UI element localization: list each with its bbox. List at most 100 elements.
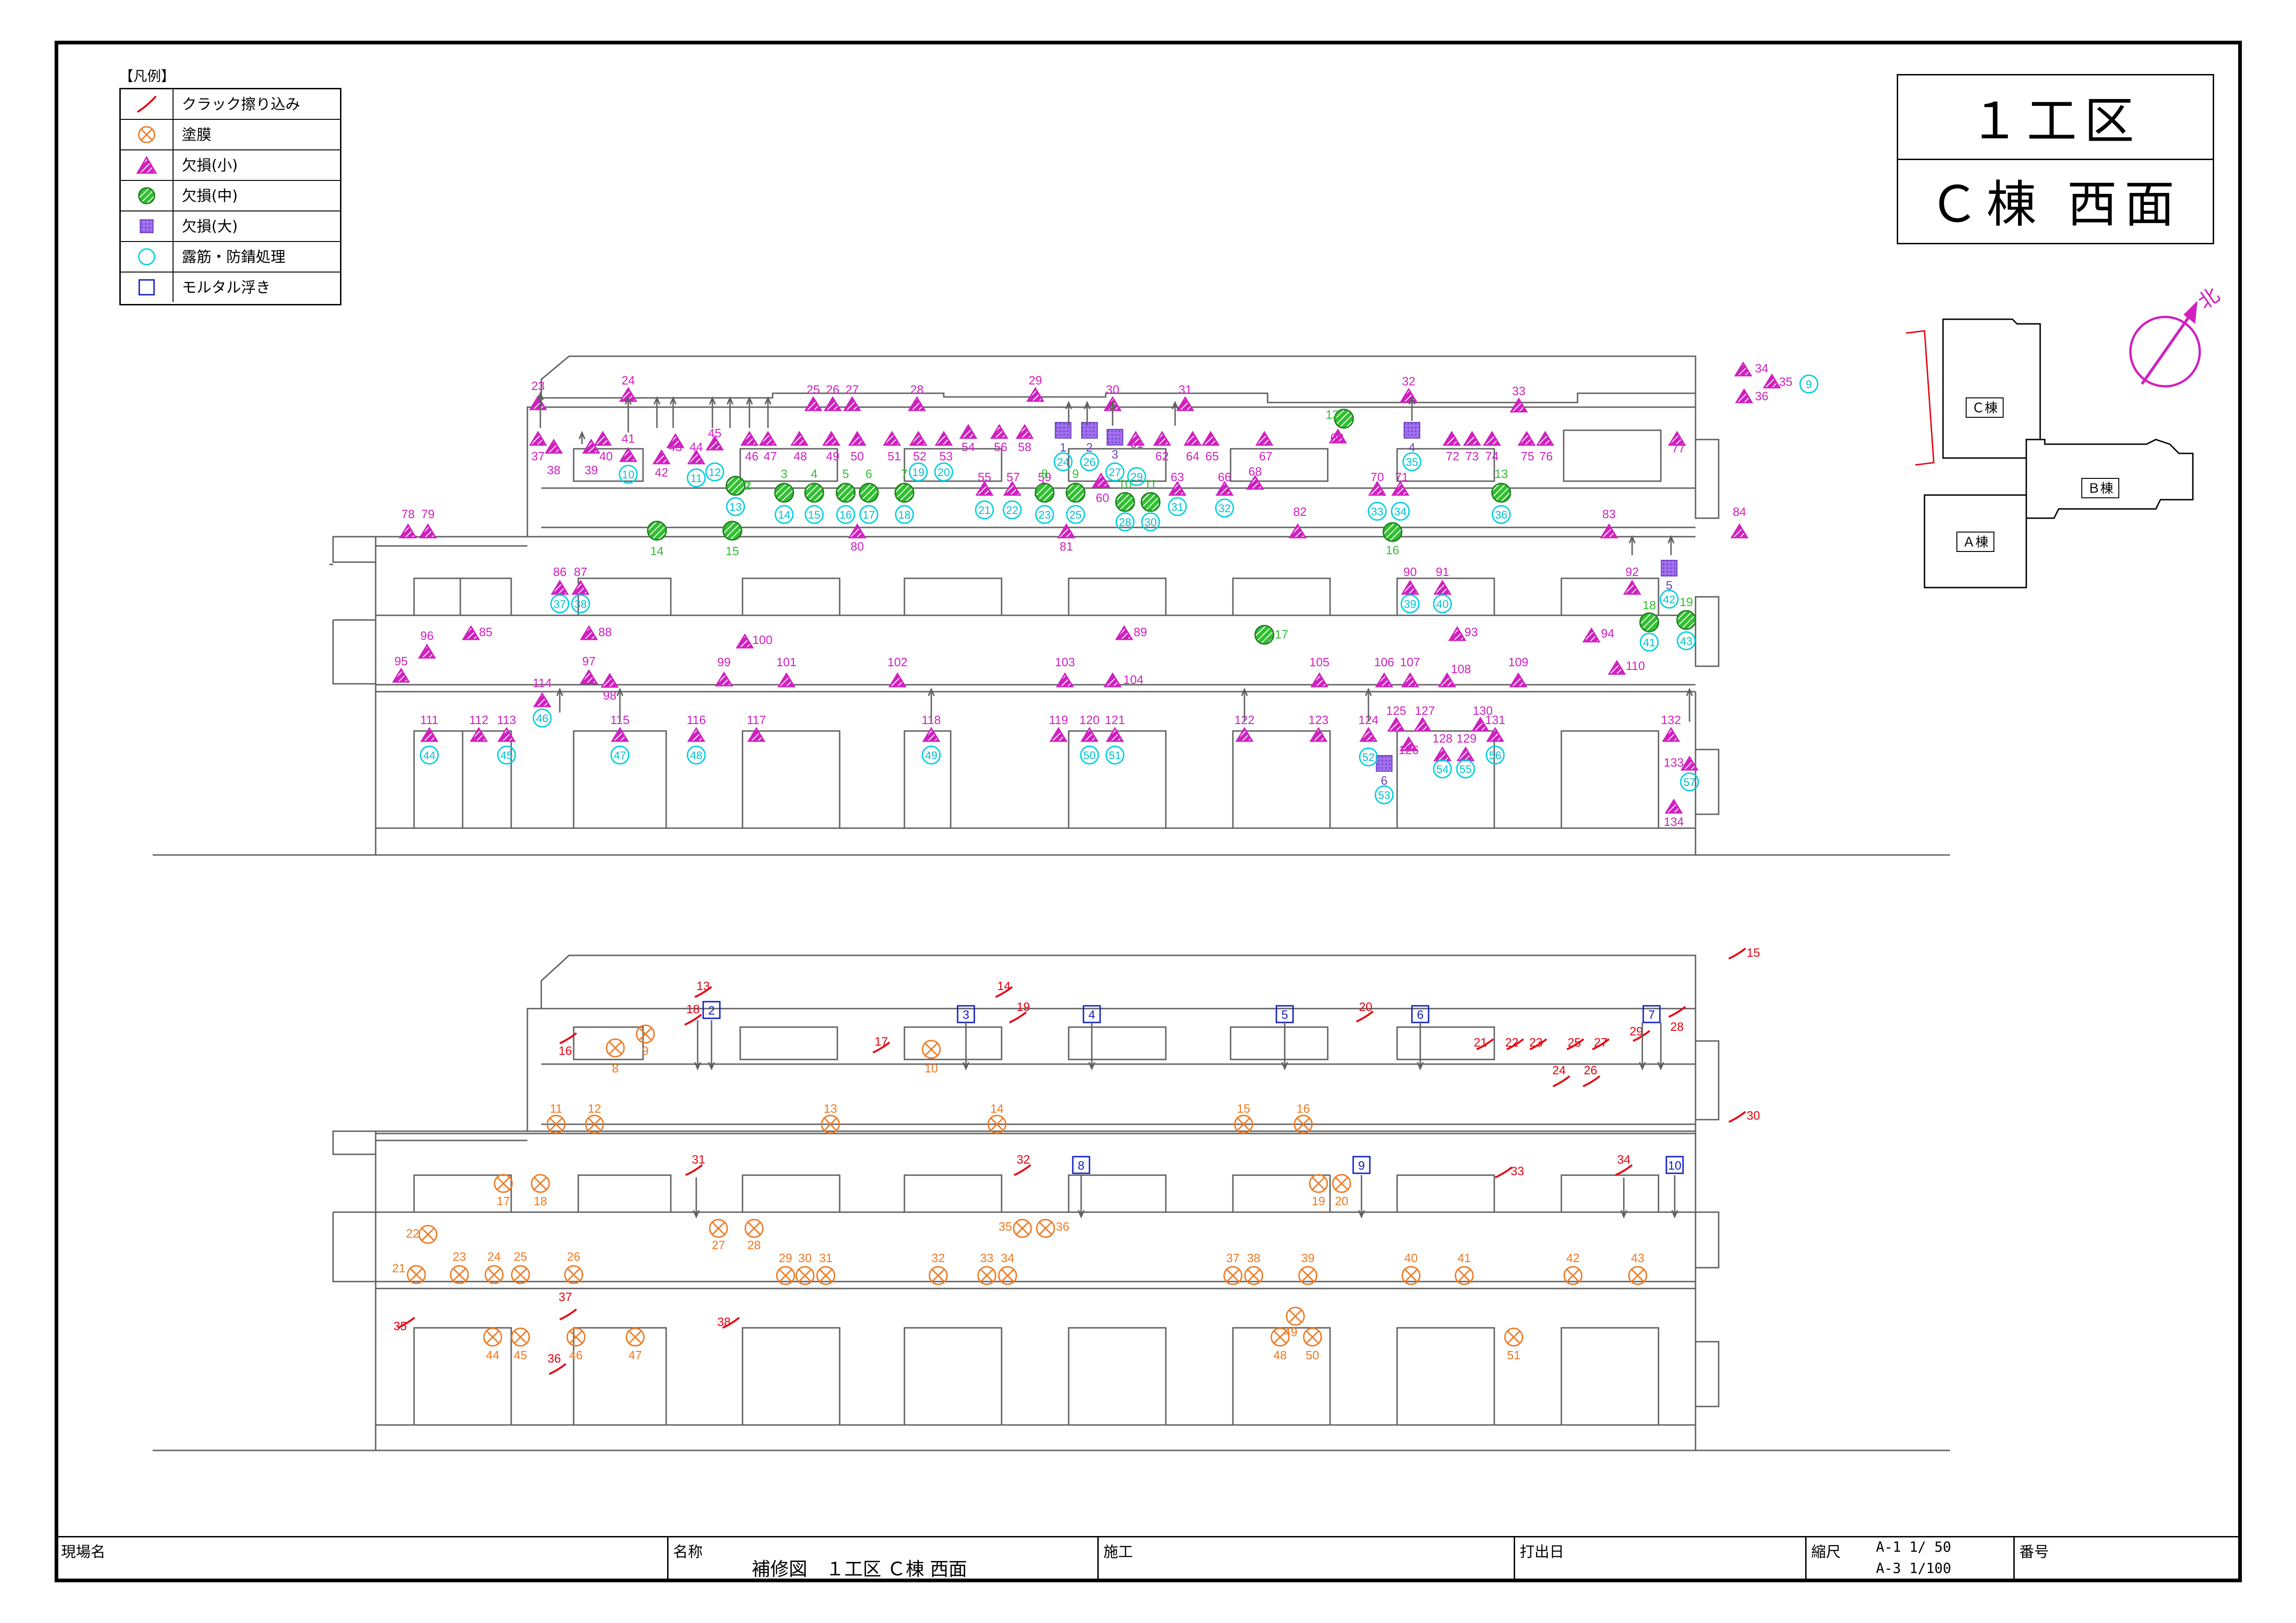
crack-marker: 29 <box>1630 1024 1651 1042</box>
legend-label: 欠損(中) <box>182 187 238 204</box>
rebar-marker: 14 <box>774 505 794 524</box>
defect-number: 114 <box>532 676 551 690</box>
small-defect-marker: 133 <box>1664 756 1699 771</box>
defect-number: 34 <box>1755 361 1769 375</box>
small-defect-marker: 128 <box>1432 731 1453 762</box>
small-defect-marker: 48 <box>790 431 809 463</box>
crack-marker: 21 <box>1474 1035 1494 1050</box>
coating-number: 17 <box>497 1194 510 1208</box>
defect-number: 131 <box>1485 713 1505 727</box>
coating-marker: 48 <box>1270 1327 1290 1362</box>
medium-defect-marker: 6 <box>859 467 879 503</box>
defect-number: 69 <box>1331 431 1344 445</box>
builder-label: 施工 <box>1103 1543 1133 1561</box>
leader-arrowhead <box>1417 1062 1424 1071</box>
small-defect-marker: 52 <box>909 431 928 463</box>
rebar-number: 20 <box>938 466 950 479</box>
coating-marker: 51 <box>1504 1327 1523 1362</box>
leader-arrowhead <box>1365 688 1372 696</box>
small-defect-marker: 81 <box>1057 523 1076 553</box>
rebar-marker: 10 <box>619 465 638 484</box>
large-defect-marker: 4 <box>1404 422 1420 454</box>
defect-number: 86 <box>553 565 567 579</box>
defect-number: 17 <box>1275 627 1288 641</box>
small-defect-marker: 70 <box>1368 470 1386 496</box>
name-label: 名称 <box>673 1543 703 1561</box>
mortar-number: 7 <box>1648 1008 1655 1022</box>
leader-arrowhead <box>1667 535 1675 544</box>
coating-marker: 32 <box>928 1251 948 1285</box>
rebar-marker: 36 <box>1491 505 1511 524</box>
coating-number: 16 <box>1297 1102 1310 1115</box>
small-defect-marker: 65 <box>1201 431 1220 463</box>
small-defect-marker: 104 <box>1103 672 1144 688</box>
small-defect-marker: 27 <box>843 383 861 411</box>
medium-defect-marker: 2 <box>725 476 751 496</box>
small-defect-marker: 66 <box>1215 470 1234 496</box>
leader-arrowhead <box>625 396 632 405</box>
small-defect-marker: 109 <box>1508 655 1529 688</box>
rebar-marker: 28 <box>1115 512 1135 532</box>
coating-number: 38 <box>1247 1251 1261 1265</box>
defect-number: 14 <box>650 544 664 558</box>
large-defect-marker: 5 <box>1661 560 1677 592</box>
coating-number: 15 <box>1237 1102 1250 1115</box>
rebar-marker: 21 <box>975 500 994 520</box>
defect-number: 128 <box>1432 731 1452 745</box>
rebar-marker: 39 <box>1400 594 1420 613</box>
small-defect-marker: 25 <box>804 383 823 411</box>
small-defect-marker: 50 <box>848 431 866 463</box>
coating-number: 12 <box>588 1102 601 1115</box>
green-hatched-circle-icon <box>121 181 173 211</box>
coating-number: 41 <box>1458 1251 1471 1265</box>
leader-arrowhead <box>1671 1210 1678 1219</box>
rebar-marker: 37 <box>550 594 569 613</box>
coating-number: 33 <box>980 1251 994 1265</box>
north-label: 北 <box>2194 283 2224 314</box>
mortar-marker: 2 <box>702 1001 721 1019</box>
defect-number: 3 <box>1112 447 1118 461</box>
mortar-number: 2 <box>708 1004 715 1017</box>
defect-number: 7 <box>901 467 908 481</box>
crack-number: 15 <box>1747 946 1760 960</box>
small-defect-marker: 103 <box>1055 655 1075 688</box>
leader-arrowhead <box>764 396 772 405</box>
coating-number: 48 <box>1274 1348 1287 1362</box>
defect-number: 4 <box>1409 440 1415 454</box>
small-defect-marker: 102 <box>887 655 908 688</box>
small-defect-marker: 119 <box>1049 713 1068 742</box>
defect-number: 116 <box>687 713 706 727</box>
defect-number: 85 <box>479 625 493 639</box>
coating-number: 45 <box>514 1348 527 1362</box>
coating-number: 20 <box>1335 1194 1349 1208</box>
large-defect-marker: 2 <box>1081 422 1098 454</box>
defect-number: 129 <box>1456 731 1476 745</box>
small-defect-marker: 34 <box>1734 361 1769 377</box>
small-defect-marker: 87 <box>571 565 590 595</box>
defect-number: 24 <box>622 373 635 387</box>
coating-marker: 28 <box>744 1219 764 1252</box>
small-defect-marker: 130 <box>1471 704 1493 732</box>
coating-marker: 15 <box>1234 1102 1253 1134</box>
small-defect-marker: 94 <box>1582 626 1615 643</box>
defect-number: 133 <box>1664 756 1683 769</box>
defect-number: 90 <box>1404 565 1417 579</box>
coating-marker: 25 <box>511 1250 530 1284</box>
defect-number: 75 <box>1521 449 1535 463</box>
defect-number: 94 <box>1601 626 1615 640</box>
rebar-marker: 18 <box>895 505 914 524</box>
medium-defect-marker: 18 <box>1639 598 1659 632</box>
rebar-marker: 12 <box>705 462 724 482</box>
rebar-number: 18 <box>898 509 911 521</box>
coating-number: 40 <box>1405 1251 1418 1265</box>
crack-number: 30 <box>1747 1109 1760 1122</box>
rebar-marker: 20 <box>934 462 953 482</box>
rebar-number: 19 <box>912 466 925 479</box>
defect-number: 107 <box>1400 655 1420 669</box>
key-plan <box>1906 318 2194 588</box>
defect-number: 9 <box>1072 467 1079 481</box>
small-defect-marker: 93 <box>1448 625 1478 641</box>
medium-defect-marker: 15 <box>722 520 743 558</box>
rebar-number: 45 <box>501 750 513 762</box>
circle-x-icon <box>121 120 173 149</box>
